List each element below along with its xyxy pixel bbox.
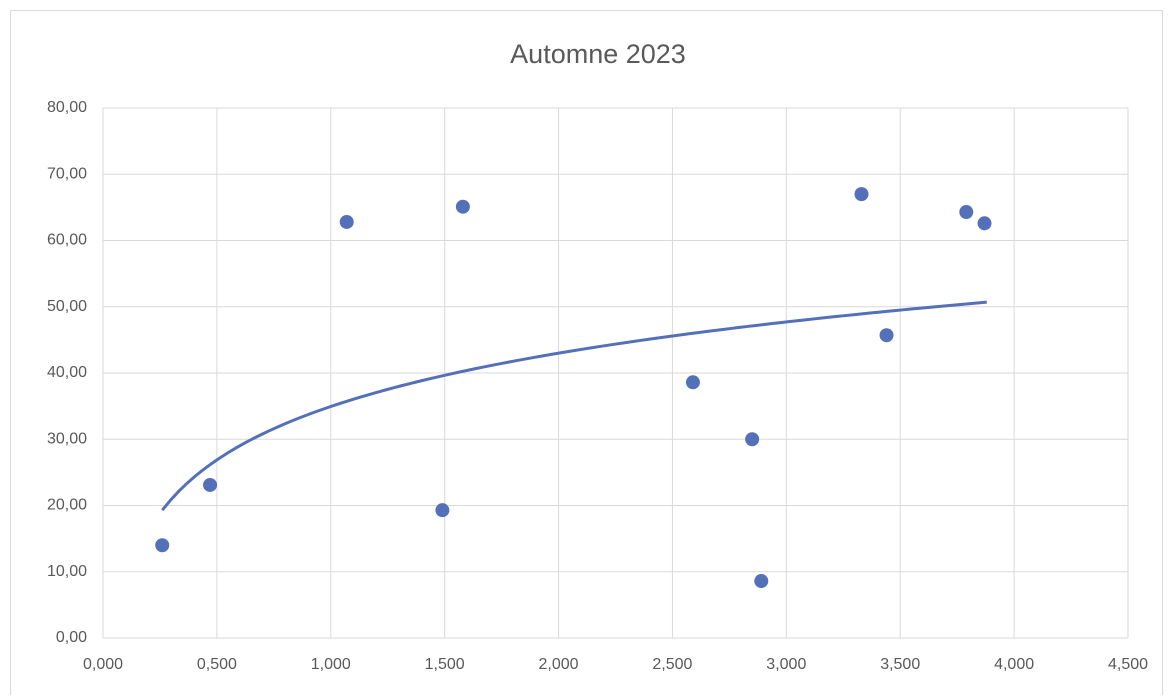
point [854,187,869,202]
point [155,538,170,553]
y-tick-label: 70,00 [47,165,87,182]
point [455,199,470,214]
y-tick-label: 10,00 [47,563,87,580]
x-tick-label: 3,500 [880,656,920,673]
trendline [161,300,987,512]
x-tick-label: 1,000 [311,656,351,673]
y-tick-label: 80,00 [47,99,87,116]
point [959,205,974,220]
x-tick-label: 1,500 [425,656,465,673]
y-tick-label: 30,00 [47,430,87,447]
x-tick-label: 2,000 [539,656,579,673]
x-tick-label: 0,000 [83,656,123,673]
y-tick-label: 0,00 [56,629,87,646]
y-tick-label: 50,00 [47,298,87,315]
point [685,375,700,390]
point [754,574,769,589]
x-tick-label: 4,000 [994,656,1034,673]
chart-border [10,10,1163,700]
x-tick-label: 4,500 [1108,656,1148,673]
y-tick-label: 60,00 [47,232,87,249]
y-tick-label: 20,00 [47,497,87,514]
x-tick-label: 2,500 [652,656,692,673]
x-tick-label: 0,500 [197,656,237,673]
x-tick-label: 3,000 [766,656,806,673]
chart-title: Automne 2023 [510,39,686,69]
y-tick-label: 40,00 [47,364,87,381]
point [203,477,218,492]
point [745,432,760,447]
point [339,214,354,229]
point [435,503,450,518]
point [879,328,894,343]
point [977,216,992,231]
